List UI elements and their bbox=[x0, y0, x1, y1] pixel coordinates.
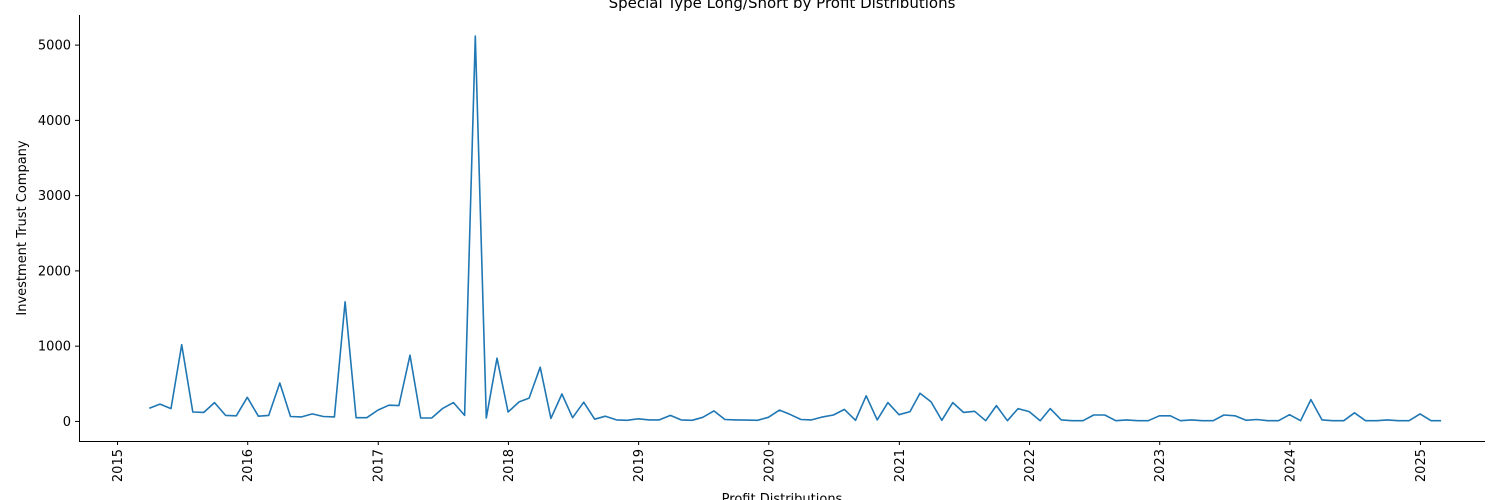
x-axis: 2015 2016 2017 2018 2019 2020 2021 2022 2023 2024… bbox=[111, 441, 1429, 482]
y-tick-label-3: 3000 bbox=[38, 189, 71, 204]
y-axis-label: Investment Trust Company bbox=[15, 140, 30, 316]
x-tick-label-8: 2023 bbox=[1153, 449, 1168, 482]
x-axis-label: Profit Distributions bbox=[722, 492, 843, 500]
x-tick-label-0: 2015 bbox=[111, 449, 126, 482]
x-tick-label-9: 2024 bbox=[1283, 449, 1298, 482]
y-axis: 0 1000 2000 3000 4000 5000 bbox=[38, 39, 79, 430]
x-tick-label-1: 2016 bbox=[241, 449, 256, 482]
plot-area bbox=[149, 35, 1442, 422]
y-tick-label-4: 4000 bbox=[38, 114, 71, 129]
chart-title: Special Type Long/Short by Profit Distri… bbox=[609, 0, 956, 12]
y-tick-label-2: 2000 bbox=[38, 264, 71, 279]
x-tick-label-4: 2019 bbox=[632, 449, 647, 482]
x-tick-label-5: 2020 bbox=[762, 449, 777, 482]
x-tick-label-2: 2017 bbox=[372, 449, 387, 482]
y-tick-label-5: 5000 bbox=[38, 39, 71, 54]
series-line-0 bbox=[149, 35, 1442, 422]
y-tick-label-1: 1000 bbox=[38, 340, 71, 355]
x-tick-label-6: 2021 bbox=[893, 449, 908, 482]
y-tick-label-0: 0 bbox=[63, 415, 71, 430]
x-tick-label-10: 2025 bbox=[1414, 449, 1429, 482]
x-tick-label-3: 2018 bbox=[502, 449, 517, 482]
x-tick-label-7: 2022 bbox=[1023, 449, 1038, 482]
